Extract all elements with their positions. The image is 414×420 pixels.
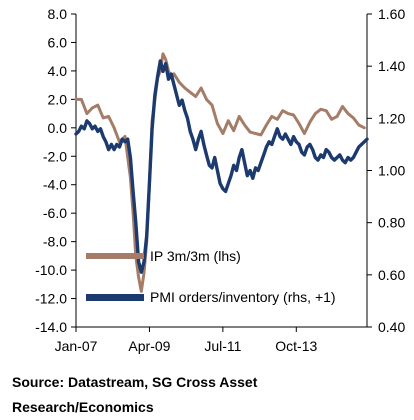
y-left-tick-label: -10.0 [35,262,67,278]
x-tick-label: Jan-07 [55,338,98,354]
source-note: Source: Datastream, SG Cross Asset Resea… [12,370,407,420]
y-left-tick-label: -2.0 [43,148,67,164]
source-line-2: Research/Economics [12,399,154,415]
y-left-tick-label: 2.0 [48,91,68,107]
y-left-tick-label: 6.0 [48,34,68,50]
y-right-tick-label: 0.40 [378,319,405,335]
y-left-tick-label: -8.0 [43,234,67,250]
y-right-tick-label: 1.60 [378,6,405,22]
y-left-tick-label: 0.0 [48,120,68,136]
legend-label: PMI orders/inventory (rhs, +1) [150,289,336,305]
legend-label: IP 3m/3m (lhs) [150,248,241,264]
y-right-tick-label: 1.20 [378,110,405,126]
x-tick-label: Oct-13 [275,338,317,354]
chart: 8.0 6.0 4.0 2.0 0.0 -2.0 -4.0 -6.0 -8.0 -10.0 -12.… [35,6,405,354]
series-line-pmi [74,59,369,274]
y-left-tick-label: -6.0 [43,205,67,221]
y-left-tick-label: -14.0 [35,319,67,335]
y-left-tick-label: 4.0 [48,63,68,79]
legend-swatch [86,294,144,301]
y-right-tick-label: 0.80 [378,215,405,231]
y-left-tick-label: -4.0 [43,177,67,193]
x-tick-label: Jul-11 [204,338,241,354]
y-right-tick-label: 0.60 [378,267,405,283]
source-line-1: Source: Datastream, SG Cross Asset [12,374,258,390]
y-right-tick-label: 1.40 [378,58,405,74]
y-right-tick-label: 1.00 [378,163,405,179]
y-left-tick-label: 8.0 [48,6,68,22]
x-tick-label: Apr-09 [128,338,170,354]
y-left-tick-label: -12.0 [35,291,67,307]
legend-swatch [86,253,144,259]
